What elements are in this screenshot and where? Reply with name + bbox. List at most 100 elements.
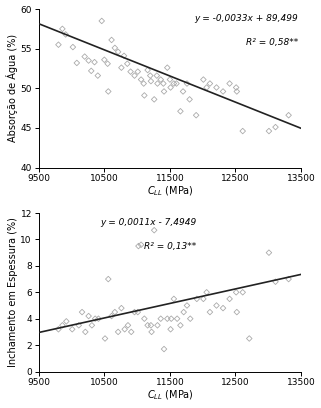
Point [161,80,166,87]
Point [204,84,209,91]
Point [96,315,101,322]
Point [132,309,137,315]
Point [194,112,199,118]
Point [142,92,147,99]
Point [60,322,65,328]
Point [174,80,179,87]
Point [64,318,69,325]
Point [109,37,114,43]
Point [247,335,252,342]
Text: y = -0,0033x + 89,499: y = -0,0033x + 89,499 [195,14,299,23]
Point [126,322,131,328]
Point [171,296,177,302]
Point [80,309,85,315]
Point [121,53,126,59]
Point [234,84,239,91]
Point [83,328,88,335]
Point [89,68,94,74]
Point [60,26,65,32]
Point [128,69,133,75]
Point [187,96,192,103]
Point [154,72,160,79]
Point [178,108,183,115]
Point [273,124,278,131]
Point [102,335,108,342]
Point [168,84,173,91]
Text: R² = 0,58**: R² = 0,58** [246,38,299,47]
Point [149,328,154,335]
Point [116,328,121,335]
Point [70,44,75,50]
Point [105,60,110,67]
Point [152,227,157,233]
Point [207,80,213,87]
Point [86,57,91,64]
Point [161,346,167,353]
Point [266,249,272,256]
Point [102,56,107,63]
Point [181,309,186,315]
Point [194,296,199,302]
Point [152,96,157,103]
Point [180,88,186,95]
Point [175,315,180,322]
Point [138,242,143,248]
Point [165,64,170,71]
Point [92,59,97,65]
Point [201,296,206,302]
X-axis label: $C_{LL}$ (MPa): $C_{LL}$ (MPa) [146,389,193,402]
Point [240,289,245,295]
Point [141,80,146,87]
Point [148,78,153,84]
Point [106,88,111,95]
Point [136,243,141,249]
Point [125,60,130,67]
Point [135,69,140,75]
Point [76,322,81,328]
Point [214,302,219,309]
Point [70,326,75,333]
Point [95,72,100,79]
Point [155,80,160,87]
Point [74,60,79,66]
Point [132,72,137,79]
Point [286,112,291,118]
Point [234,88,239,95]
Point [178,322,183,328]
Point [109,313,114,319]
Point [145,67,150,73]
Point [234,289,239,295]
Point [201,76,206,83]
Point [119,305,124,311]
Point [106,276,111,282]
Point [86,313,91,319]
Point [168,326,173,333]
Point [112,44,117,51]
Point [207,309,213,315]
Point [167,76,172,83]
Point [171,80,177,87]
Point [82,53,87,60]
Point [92,315,98,322]
Point [56,42,61,48]
Point [286,276,291,282]
Point [227,296,232,302]
Point [240,128,245,134]
Point [221,88,226,95]
Point [138,76,143,83]
Point [188,315,193,322]
Point [227,80,232,87]
Text: R² = 0,13**: R² = 0,13** [144,242,196,251]
Point [112,309,117,315]
X-axis label: $C_{LL}$ (MPa): $C_{LL}$ (MPa) [146,185,193,198]
Point [148,72,153,79]
Point [129,328,134,335]
Point [158,76,163,83]
Point [221,305,226,311]
Text: y = 0,0011x - 7,4949: y = 0,0011x - 7,4949 [100,218,196,227]
Point [116,49,121,55]
Point [266,128,272,134]
Point [63,31,68,38]
Point [214,84,219,91]
Point [165,315,170,322]
